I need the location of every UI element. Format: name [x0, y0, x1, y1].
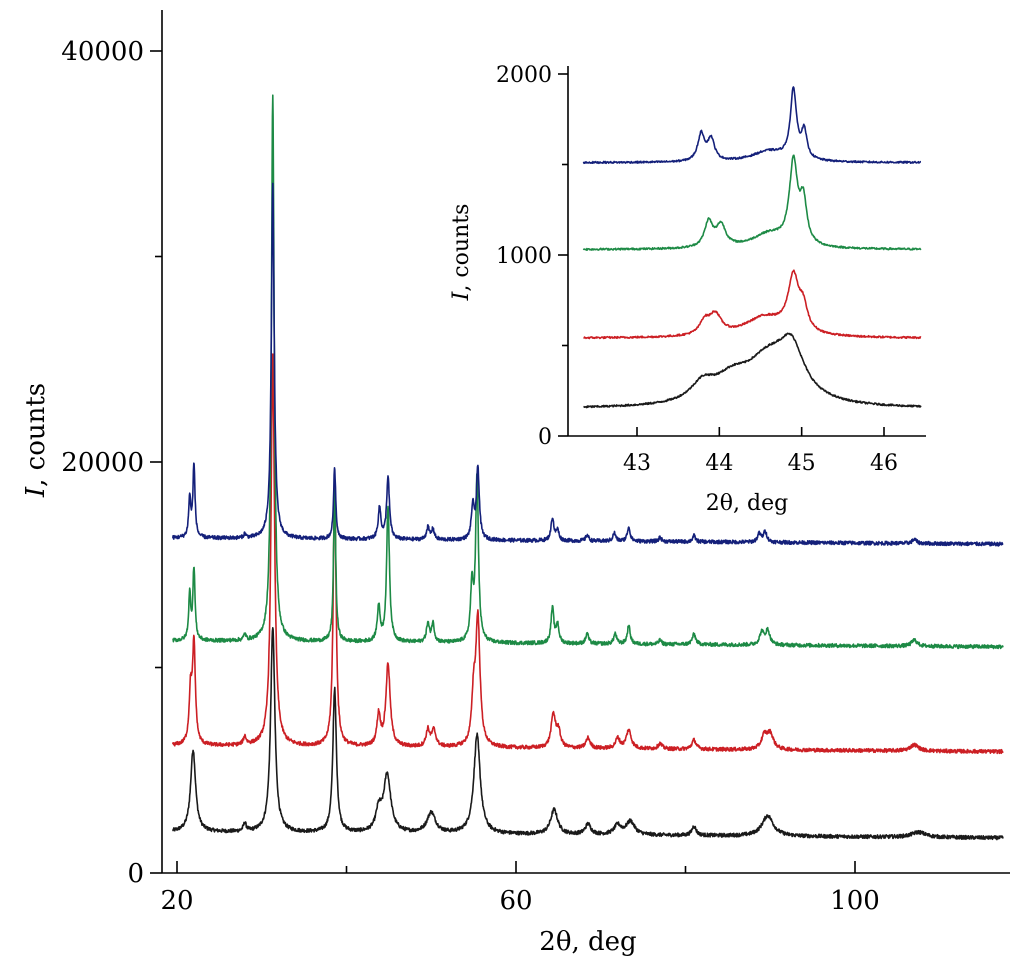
inset-y-tick-label-2000: 2000 — [496, 63, 552, 88]
inset-y-axis-title-symbol: I — [449, 290, 474, 301]
inset-ticks — [558, 73, 885, 437]
main-y-tick-label-20000: 20000 — [61, 448, 144, 478]
inset-x-tick-label-46: 46 — [870, 451, 898, 476]
main-ticks — [150, 50, 856, 874]
main-y-axis-title: I, counts — [21, 383, 51, 498]
inset-y-tick-label-0: 0 — [538, 425, 552, 450]
main-x-axis-title: 2θ, deg — [539, 927, 636, 957]
inset-y-axis-title-unit: , counts — [449, 204, 474, 292]
main-series-red — [172, 353, 1004, 755]
inset-series-blue — [582, 86, 922, 165]
main-y-axis-title-unit: , counts — [21, 383, 51, 487]
inset-series-group — [582, 86, 922, 409]
main-series-black — [172, 627, 1004, 841]
inset-y-tick-label-1000: 1000 — [496, 244, 552, 269]
main-x-tick-label-100: 100 — [830, 886, 880, 916]
main-series-group — [172, 94, 1004, 841]
inset-y-axis-title: I, counts — [449, 204, 474, 302]
inset-series-black — [583, 332, 922, 409]
inset-tick-labels: 43 44 45 46 0 1000 2000 — [496, 63, 898, 476]
inset-x-tick-label-43: 43 — [623, 451, 651, 476]
inset-x-tick-label-44: 44 — [705, 451, 733, 476]
inset-series-red — [583, 269, 922, 340]
main-y-axis-title-symbol: I — [21, 486, 51, 498]
main-series-blue — [172, 182, 1004, 547]
inset-x-axis-title: 2θ, deg — [706, 491, 788, 516]
main-x-tick-label-60: 60 — [499, 886, 532, 916]
main-series-green — [172, 94, 1004, 650]
main-y-tick-label-0: 0 — [127, 859, 144, 889]
inset-chart: 43 44 45 46 0 1000 2000 2θ, deg I, counts — [449, 60, 928, 516]
inset-series-green — [582, 154, 922, 251]
main-x-tick-label-20: 20 — [160, 886, 193, 916]
inset-x-tick-label-45: 45 — [788, 451, 816, 476]
main-y-tick-label-40000: 40000 — [61, 37, 144, 67]
